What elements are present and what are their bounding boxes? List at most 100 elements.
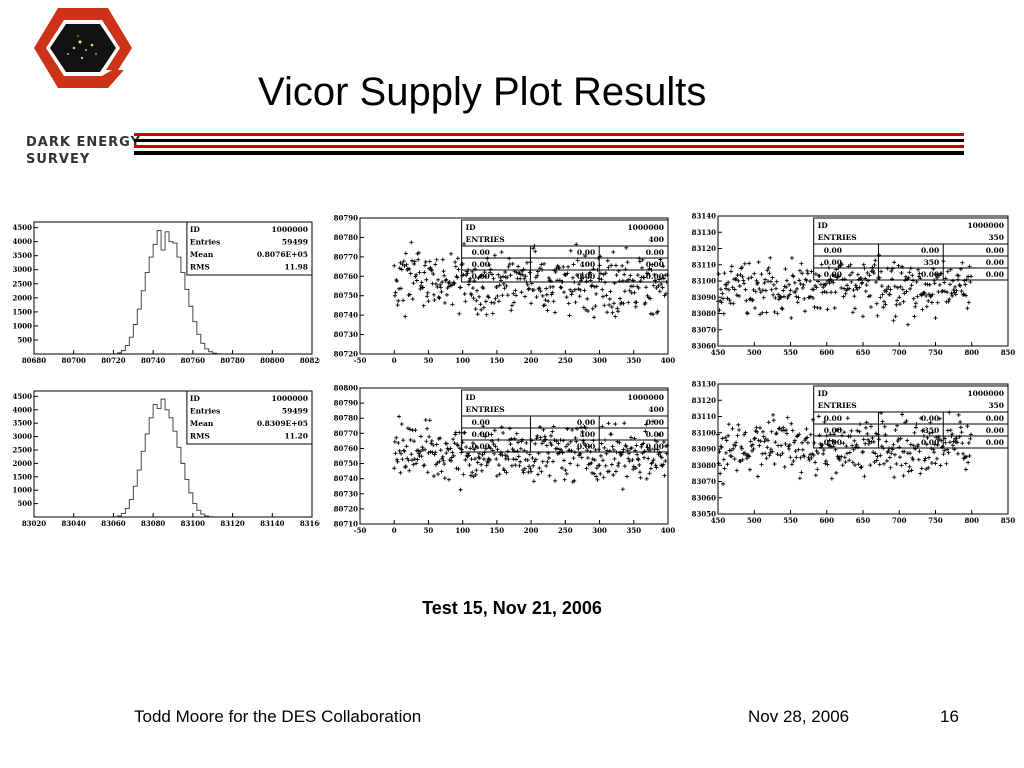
stats-value: 350 [988,401,1004,410]
stats-value: 400 [648,235,664,244]
scatter-point [874,280,879,285]
scatter-point [585,309,590,314]
scatter-point [643,300,648,305]
stats-label: ENTRIES [466,235,505,244]
x-tick-label: 600 [819,348,834,357]
scatter-point [574,426,579,431]
scatter-point [442,273,447,278]
scatter-point [781,294,786,299]
scatter-point [941,452,946,457]
scatter-point [895,285,900,290]
scatter-point [739,265,744,270]
scatter-point [529,469,534,474]
scatter-point [396,440,401,445]
scatter-point [646,456,651,461]
scatter-point [802,454,807,459]
x-tick-label: 450 [711,516,726,525]
scatter-point [900,412,905,417]
scatter-point [951,439,956,444]
histogram-outline [112,229,222,355]
y-tick-label: 2000 [13,293,33,302]
histogram-bar [117,353,121,354]
scatter-point [493,444,498,449]
scatter-point [451,453,456,458]
scatter-point [581,275,586,280]
scatter-point [477,456,482,461]
scatter-point [393,451,398,456]
scatter-point [845,416,850,421]
scatter-point [870,265,875,270]
scatter-point [799,470,804,475]
scatter-point [930,430,935,435]
scatter-point [831,280,836,285]
scatter-point [787,442,792,447]
scatter-point [505,454,510,459]
scatter-point [955,451,960,456]
scatter-point [525,458,530,463]
scatter-point [721,457,726,462]
scatter-point [592,315,597,320]
scatter-point [853,283,858,288]
scatter-point [544,463,549,468]
stats-value: 0.8309E+05 [257,419,308,428]
scatter-point [800,271,805,276]
scatter-point [440,454,445,459]
scatter-point [395,303,400,308]
scatter-point [631,464,636,469]
logo-text-line1: DARK ENERGY [26,135,141,150]
scatter-point [452,281,457,286]
scatter-point [607,297,612,302]
scatter-point [874,458,879,463]
scatter-point [659,455,664,460]
scatter-point [634,300,639,305]
scatter-point [827,280,832,285]
histogram-bar [185,479,189,517]
scatter-point [843,460,848,465]
scatter-point [910,455,915,460]
x-tick-label: 0 [392,356,397,365]
scatter-point [392,293,397,298]
scatter-point [886,284,891,289]
x-tick-label: 83040 [62,519,86,528]
scatter-point [399,422,404,427]
scatter-point [434,257,439,262]
scatter-point [908,442,913,447]
y-tick-label: 80770 [334,429,358,438]
x-tick-label: 83020 [22,519,46,528]
scatter-point [957,434,962,439]
scatter-point [855,428,860,433]
scatter-point [868,293,873,298]
y-tick-label: 3500 [13,419,33,428]
scatter-point [406,458,411,463]
x-tick-label: 550 [783,348,798,357]
scatter-point [397,266,402,271]
scatter-point [926,455,931,460]
scatter-point [927,431,932,436]
scatter-point [444,292,449,297]
scatter-point [794,455,799,460]
scatter-point [497,472,502,477]
scatter-point [470,470,475,475]
y-tick-label: 83070 [692,325,716,334]
scatter-point [909,283,914,288]
stats-grid-value: 0.00 [824,246,842,255]
y-tick-label: 3000 [13,265,33,274]
scatter-point [763,288,768,293]
scatter-point [584,466,589,471]
scatter-point [784,431,789,436]
y-tick-label: 80760 [334,272,358,281]
scatter-point [856,462,861,467]
scatter-point [852,294,857,299]
scatter-point [809,269,814,274]
scatter-point [793,449,798,454]
histogram-bar [173,431,177,517]
scatter-point [827,438,832,443]
scatter-point [774,431,778,436]
x-tick-label: 100 [455,526,470,535]
scatter-point [872,262,877,267]
scatter-point [749,275,754,280]
scatter-point [880,419,885,424]
scatter-point [793,289,798,294]
scatter-point [842,455,847,460]
scatter-point [568,439,573,444]
